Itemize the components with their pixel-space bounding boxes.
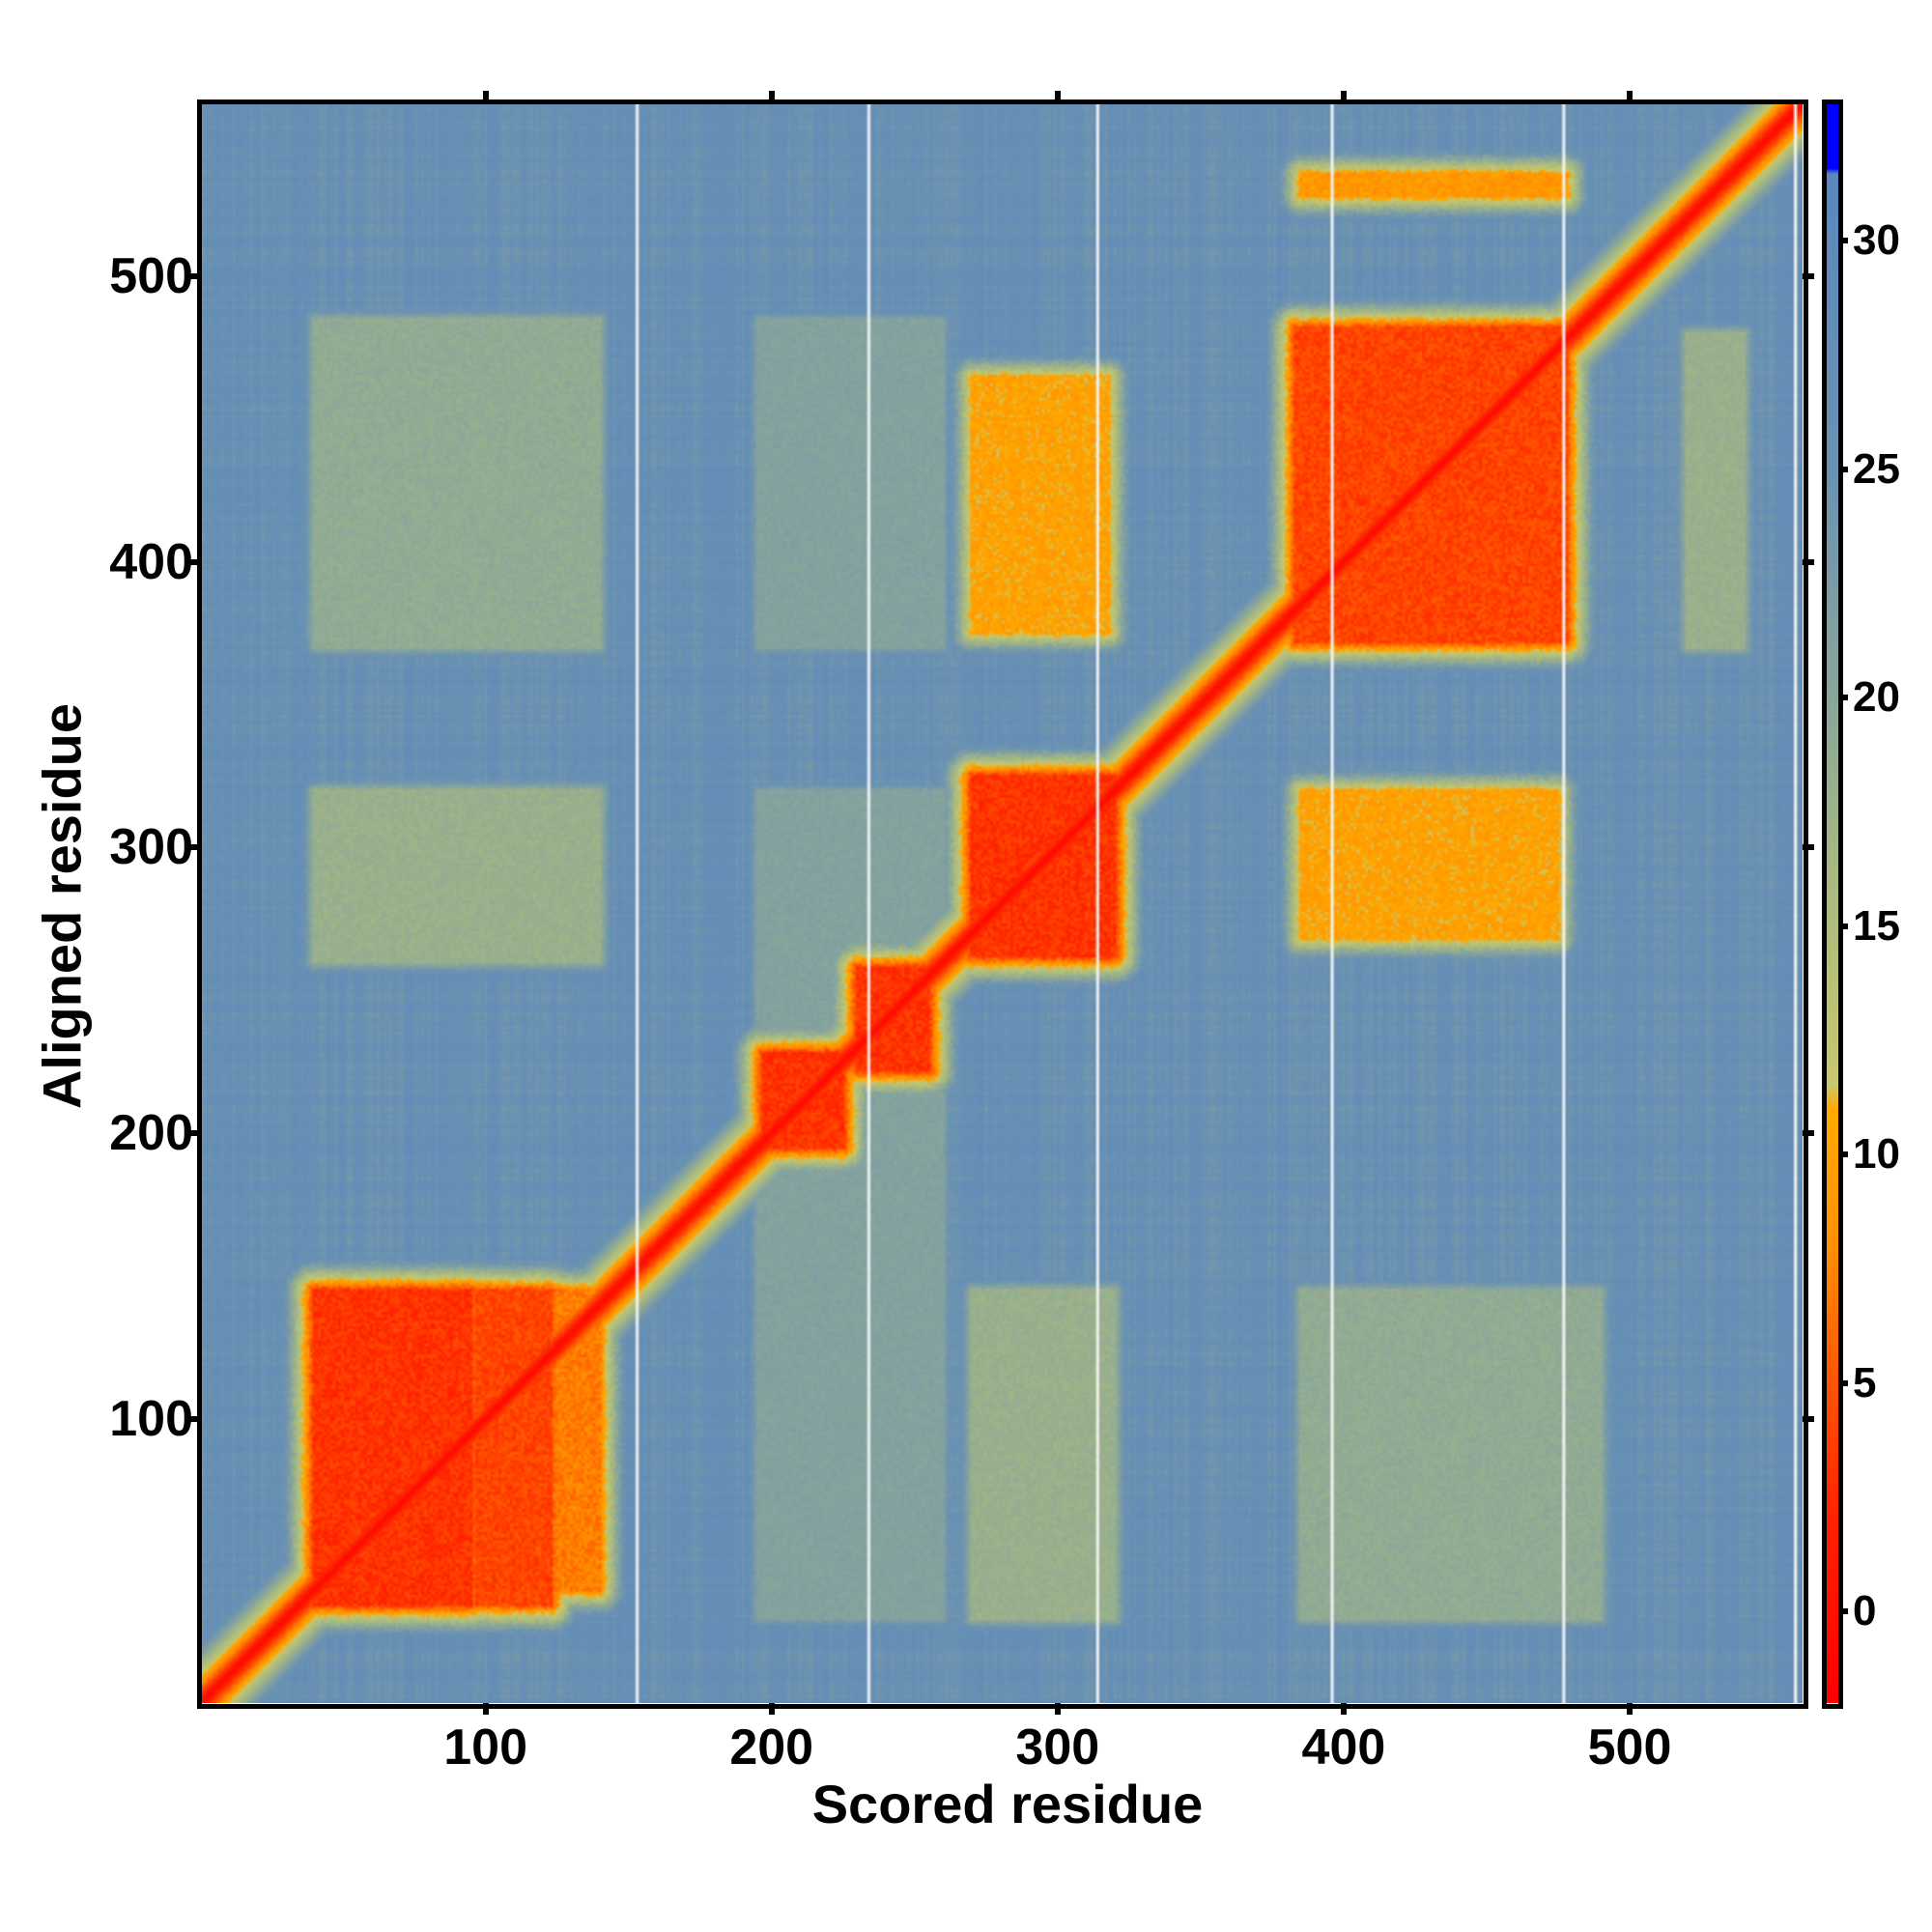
pae-heatmap <box>201 103 1803 1703</box>
x-tick-label: 200 <box>729 1719 814 1776</box>
y-right-tick-mark <box>1803 1415 1814 1422</box>
y-right-tick-mark <box>1803 1130 1814 1137</box>
x-top-tick-mark <box>1054 91 1061 102</box>
colorbar-frame <box>1822 99 1843 1709</box>
x-tick-mark <box>1627 1703 1634 1715</box>
y-tick-label: 500 <box>109 247 193 304</box>
colorbar-tick-mark <box>1838 695 1848 701</box>
y-tick-label: 100 <box>109 1390 193 1447</box>
x-tick-mark <box>1054 1703 1061 1715</box>
y-right-tick-mark <box>1803 844 1814 851</box>
x-tick-label: 300 <box>1015 1719 1100 1776</box>
x-top-tick-mark <box>1627 91 1634 102</box>
x-tick-label: 500 <box>1587 1719 1672 1776</box>
y-tick-mark <box>189 272 201 279</box>
y-tick-mark <box>189 1130 201 1137</box>
y-tick-mark <box>189 1415 201 1422</box>
x-axis-label: Scored residue <box>811 1774 1204 1834</box>
colorbar <box>1827 103 1838 1703</box>
y-tick-mark <box>189 558 201 565</box>
colorbar-tick-mark <box>1838 237 1848 243</box>
x-tick-mark <box>768 1703 775 1715</box>
colorbar-tick-label: 20 <box>1853 673 1900 722</box>
x-tick-label: 100 <box>443 1719 527 1776</box>
x-tick-mark <box>482 1703 489 1715</box>
y-tick-label: 300 <box>109 819 193 876</box>
colorbar-tick-mark <box>1838 1608 1848 1615</box>
y-tick-label: 200 <box>109 1105 193 1162</box>
x-top-tick-mark <box>768 91 775 102</box>
colorbar-tick-mark <box>1838 466 1848 472</box>
colorbar-tick-mark <box>1838 1379 1848 1386</box>
x-tick-label: 400 <box>1301 1719 1386 1776</box>
y-tick-mark <box>189 844 201 851</box>
plot-frame <box>197 99 1808 1709</box>
colorbar-tick-label: 0 <box>1853 1587 1877 1635</box>
colorbar-tick-label: 5 <box>1853 1358 1877 1406</box>
y-right-tick-mark <box>1803 272 1814 279</box>
colorbar-tick-mark <box>1838 1151 1848 1158</box>
colorbar-tick-label: 10 <box>1853 1130 1900 1179</box>
colorbar-tick-label: 30 <box>1853 215 1900 264</box>
x-top-tick-mark <box>482 91 489 102</box>
y-right-tick-mark <box>1803 558 1814 565</box>
colorbar-tick-label: 15 <box>1853 901 1900 950</box>
y-axis-label: Aligned residue <box>31 702 93 1110</box>
colorbar-tick-label: 25 <box>1853 444 1900 493</box>
x-tick-mark <box>1340 1703 1347 1715</box>
y-tick-label: 400 <box>109 533 193 590</box>
colorbar-tick-mark <box>1838 923 1848 929</box>
x-top-tick-mark <box>1340 91 1347 102</box>
